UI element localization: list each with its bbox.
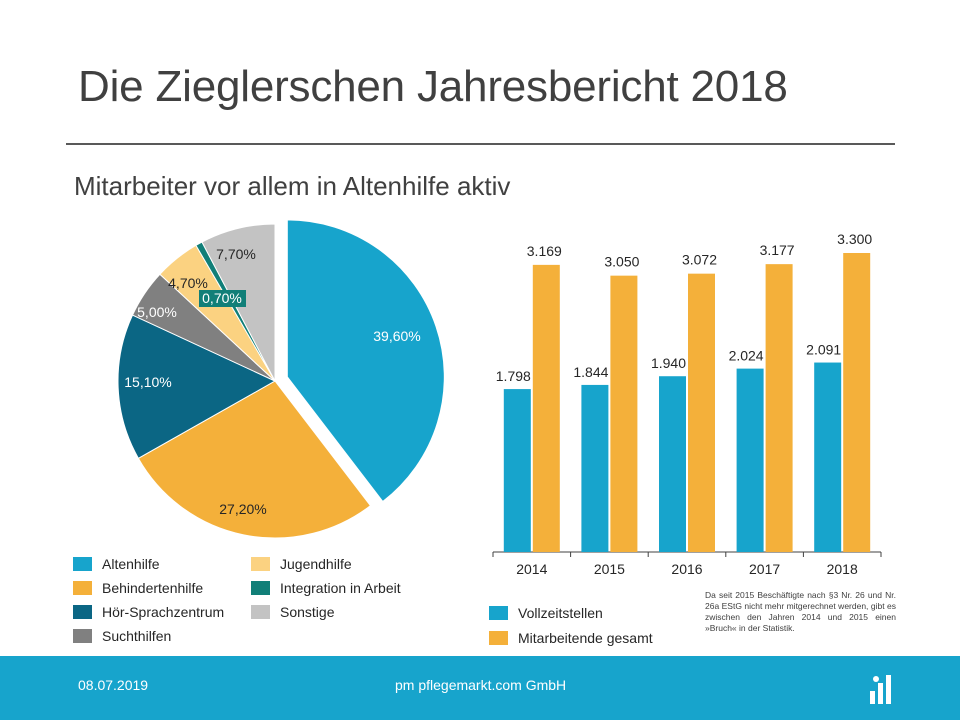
footer-date: 08.07.2019	[78, 677, 149, 693]
bar-vollzeitstellen-2016	[659, 376, 686, 552]
x-tick-label: 2018	[827, 561, 858, 577]
bar-data-label: 1.798	[496, 368, 531, 384]
bar-data-label: 1.844	[573, 364, 608, 380]
x-tick-label: 2015	[594, 561, 625, 577]
legend-item: Vollzeitstellen	[489, 605, 603, 621]
footer-company: pm pflegemarkt.com GmbH	[395, 677, 567, 693]
legend-item: Altenhilfe	[73, 556, 160, 572]
bar-vollzeitstellen-2014	[503, 389, 531, 552]
legend-label: Altenhilfe	[102, 556, 160, 572]
legend-item: Behindertenhilfe	[73, 580, 203, 596]
pflegemarkt-logo-icon	[870, 675, 891, 704]
legend-item: Integration in Arbeit	[251, 580, 401, 596]
pie-data-label: 5,00%	[137, 304, 177, 320]
legend-label: Behindertenhilfe	[102, 580, 204, 596]
bar-data-label: 3.050	[604, 254, 639, 270]
footer-bar: 08.07.2019 pm pflegemarkt.com GmbH	[0, 656, 960, 720]
page-subtitle: Mitarbeiter vor allem in Altenhilfe akti…	[74, 171, 511, 201]
legend-swatch	[251, 605, 270, 619]
pie-slice-behindertenhilfe	[137, 380, 372, 539]
bar-mitarbeitende-2017	[765, 264, 793, 552]
pie-data-label: 39,60%	[373, 328, 420, 344]
legend-item: Sonstige	[251, 604, 334, 620]
x-tick-label: 2016	[671, 561, 702, 577]
legend-label: Sonstige	[280, 604, 335, 620]
legend-item: Jugendhilfe	[251, 556, 352, 572]
legend-label: Mitarbeitende gesamt	[518, 630, 653, 646]
legend-swatch	[489, 631, 508, 645]
x-tick-label: 2017	[749, 561, 780, 577]
pie-data-label: 7,70%	[216, 246, 256, 262]
page-title: Die Zieglerschen Jahresbericht 2018	[78, 62, 788, 111]
pie-slice-hör-sprachzentrum	[117, 314, 277, 460]
legend-label: Integration in Arbeit	[280, 580, 401, 596]
pie-data-label: 0,70%	[202, 290, 242, 306]
pie-slice-altenhilfe	[286, 219, 445, 503]
bar-vollzeitstellen-2018	[814, 362, 842, 552]
legend-label: Suchthilfen	[102, 628, 172, 644]
bar-mitarbeitende-2015	[610, 275, 638, 552]
legend-item: Hör-Sprachzentrum	[73, 604, 224, 620]
legend-swatch	[73, 581, 92, 595]
legend-label: Jugendhilfe	[280, 556, 352, 572]
legend-item: Suchthilfen	[73, 628, 171, 644]
pie-label-box	[199, 290, 246, 307]
footnote: Da seit 2015 Beschäftigte nach §3 Nr. 26…	[705, 590, 896, 633]
bar-data-label: 3.072	[682, 252, 717, 268]
legend-swatch	[251, 557, 270, 571]
legend-swatch	[489, 606, 508, 620]
title-divider	[66, 143, 895, 145]
pie-data-label: 27,20%	[219, 501, 266, 517]
bar-data-label: 3.300	[837, 231, 872, 247]
bar-mitarbeitende-2014	[532, 264, 560, 552]
bar-data-label: 3.177	[760, 242, 795, 258]
legend-swatch	[73, 605, 92, 619]
bar-vollzeitstellen-2017	[736, 368, 764, 552]
bar-data-label: 2.024	[729, 348, 764, 364]
bar-data-label: 1.940	[651, 355, 686, 371]
bar-mitarbeitende-2018	[843, 253, 871, 552]
legend-label: Vollzeitstellen	[518, 605, 603, 621]
legend-swatch	[73, 557, 92, 571]
bar-mitarbeitende-2016	[688, 273, 715, 552]
pie-data-label: 15,10%	[124, 374, 171, 390]
legend-label: Hör-Sprachzentrum	[102, 604, 225, 620]
bar-data-label: 3.169	[527, 243, 562, 259]
x-tick-label: 2014	[516, 561, 547, 577]
legend-item: Mitarbeitende gesamt	[489, 630, 653, 646]
pie-data-label: 4,70%	[168, 275, 208, 291]
legend-swatch	[251, 581, 270, 595]
legend-swatch	[73, 629, 92, 643]
bar-data-label: 2.091	[806, 342, 841, 358]
bar-vollzeitstellen-2015	[581, 384, 609, 552]
